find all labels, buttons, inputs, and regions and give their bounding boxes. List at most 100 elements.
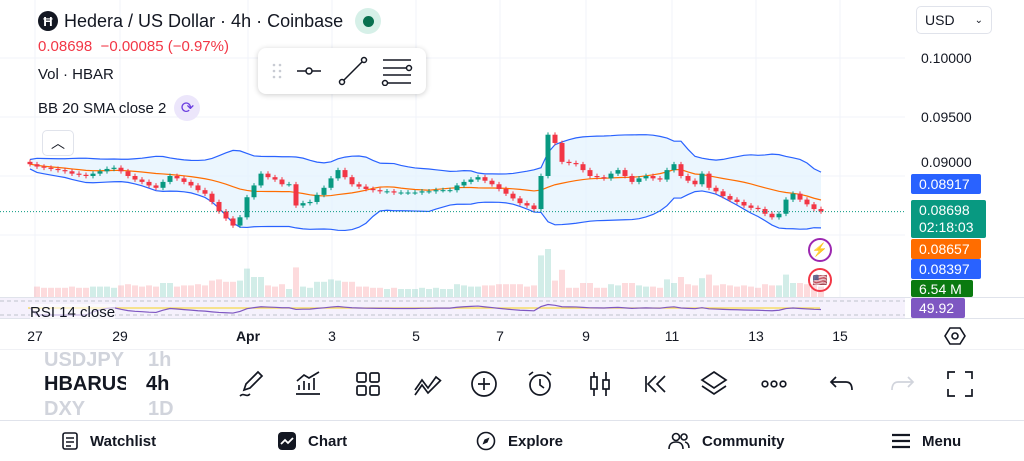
candle [664, 170, 670, 180]
more-button[interactable] [756, 364, 792, 404]
timeframe-prev[interactable]: 1h [148, 349, 172, 371]
candles-button[interactable] [582, 364, 618, 404]
volume-bar [55, 287, 61, 297]
bb-lower-tag: 0.08397 [911, 259, 981, 279]
volume-bar [573, 287, 579, 297]
volume-bar [594, 287, 600, 297]
timeframe-current[interactable]: 4h [146, 373, 170, 395]
candle [692, 180, 698, 185]
candle [174, 176, 180, 179]
symbol-next[interactable]: DXY [44, 398, 86, 420]
candle [146, 181, 152, 186]
community-icon [668, 432, 690, 450]
lightning-event-icon[interactable]: ⚡ [808, 238, 832, 262]
grid-button[interactable] [350, 364, 386, 404]
bb-legend[interactable]: BB 20 SMA close 2 ⟳ [38, 95, 201, 121]
bb-lower-line [29, 168, 822, 232]
rsi-legend[interactable]: RSI 14 close [30, 304, 116, 321]
candle [748, 205, 754, 208]
add-button[interactable] [466, 364, 502, 404]
volume-bar [440, 289, 446, 297]
alarm-button[interactable] [522, 364, 558, 404]
candle [440, 190, 446, 192]
candle [503, 188, 509, 194]
candle [258, 173, 264, 186]
alarm-icon [528, 371, 552, 396]
refresh-icon[interactable]: ⟳ [174, 95, 201, 121]
candle [657, 178, 663, 180]
symbol-current[interactable]: HBARUSD [44, 373, 126, 395]
candle [706, 173, 712, 188]
collapse-legend-button[interactable]: ︿ [42, 130, 74, 156]
candle [755, 207, 761, 210]
trend-line-icon[interactable] [338, 56, 368, 86]
candle [363, 186, 369, 189]
indicators-button[interactable] [290, 364, 326, 404]
candle [83, 174, 89, 176]
candle [384, 191, 390, 193]
price-label: 0.09500 [921, 109, 972, 125]
layers-button[interactable] [696, 364, 732, 404]
pencil-button[interactable] [234, 364, 270, 404]
replay-button[interactable] [638, 364, 674, 404]
chart-settings-icon[interactable] [944, 326, 966, 346]
parallel-channel-icon[interactable] [381, 56, 413, 86]
candle [412, 192, 418, 194]
volume-bar [468, 286, 474, 297]
volume-bar [363, 286, 369, 297]
volume-bar [524, 286, 530, 297]
symbol-prev[interactable]: USDJPY [44, 349, 125, 371]
volume-bar [342, 281, 348, 297]
volume-bar [496, 284, 502, 297]
drag-handle-icon[interactable] [271, 61, 283, 81]
candle [111, 167, 117, 169]
time-label: Apr [235, 328, 261, 344]
volume-bar [615, 285, 621, 297]
undo-button[interactable] [824, 364, 860, 404]
nav-watchlist[interactable]: Watchlist [62, 421, 156, 461]
candle [468, 179, 474, 182]
hedera-logo-icon: Ħ [38, 11, 58, 31]
symbol-title[interactable]: Hedera / US Dollar · 4h · Coinbase [64, 10, 344, 31]
volume-bar [370, 287, 376, 297]
chart-icon [278, 432, 296, 450]
nav-community[interactable]: Community [668, 421, 785, 461]
volume-bar [748, 286, 754, 297]
volume-bar [41, 287, 47, 297]
fullscreen-button[interactable] [942, 364, 978, 404]
market-open-icon[interactable] [355, 8, 382, 34]
candle [622, 170, 628, 176]
candle [195, 185, 201, 191]
volume-bar [300, 286, 306, 297]
candle [741, 201, 747, 206]
candle [265, 173, 271, 178]
nav-chart[interactable]: Chart [278, 421, 347, 461]
volume-bar [153, 286, 159, 297]
volume-bar [552, 280, 558, 297]
candle [818, 209, 824, 212]
volume-bar [727, 285, 733, 297]
timeframe-next[interactable]: 1D [148, 398, 174, 420]
candle [678, 164, 684, 176]
volume-bar [657, 287, 663, 297]
volume-bar [482, 285, 488, 297]
price-chart[interactable] [0, 0, 1024, 350]
candle [482, 177, 488, 181]
volume-legend[interactable]: Vol · HBAR [38, 66, 114, 83]
volume-bar [447, 289, 453, 297]
horizontal-line-icon[interactable] [296, 61, 324, 81]
candle [104, 168, 110, 172]
nav-menu[interactable]: Menu [892, 421, 961, 461]
compass-icon [476, 431, 496, 451]
last-price-tag: 0.08698 02:18:03 [911, 200, 986, 238]
candle [405, 192, 411, 194]
us-flag-event-icon[interactable]: 🇺🇸 [808, 268, 832, 292]
volume-bar [223, 281, 229, 297]
bb-upper-tag: 0.08917 [911, 174, 981, 194]
nav-label: Explore [508, 432, 564, 450]
nav-explore[interactable]: Explore [476, 421, 563, 461]
candle [237, 217, 243, 226]
volume-bar [244, 268, 250, 297]
currency-select[interactable]: USD ⌄ [916, 6, 992, 34]
patterns-button[interactable] [410, 364, 446, 404]
